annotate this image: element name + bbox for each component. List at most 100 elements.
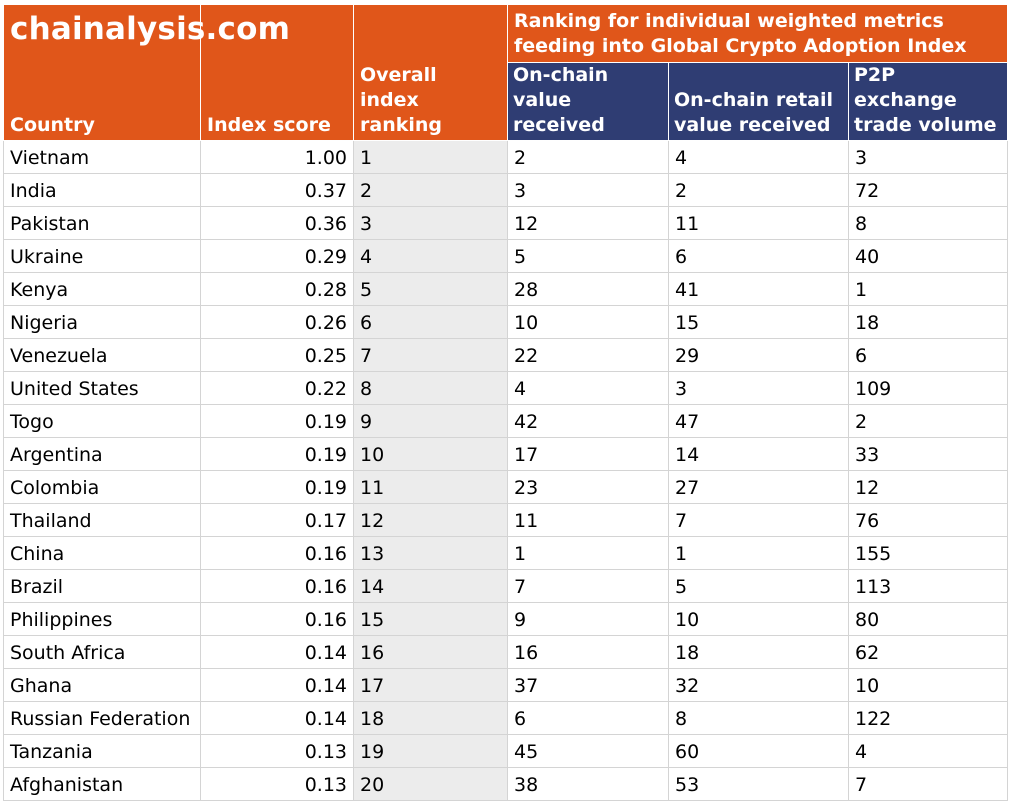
cell-index-score: 0.14 — [200, 635, 354, 669]
table-row: Philippines 0.16 15 9 10 80 — [3, 602, 1009, 636]
cell-onchain-value-rank: 6 — [507, 701, 669, 735]
cell-overall-ranking: 5 — [353, 272, 508, 306]
cell-overall-ranking: 8 — [353, 371, 508, 405]
cell-country: United States — [3, 371, 201, 405]
cell-onchain-retail-rank: 3 — [668, 371, 849, 405]
table-row: Ukraine 0.29 4 5 6 40 — [3, 239, 1009, 273]
table-row: Russian Federation 0.14 18 6 8 122 — [3, 701, 1009, 735]
cell-p2p-volume-rank: 4 — [847, 734, 1009, 768]
cell-onchain-retail-rank: 15 — [668, 305, 849, 339]
cell-overall-ranking: 7 — [353, 338, 508, 372]
cell-p2p-volume-rank: 3 — [847, 140, 1009, 174]
cell-p2p-volume-rank: 10 — [847, 668, 1009, 702]
cell-onchain-value-rank: 45 — [507, 734, 669, 768]
table-row: Vietnam 1.00 1 2 4 3 — [3, 140, 1009, 174]
cell-onchain-retail-rank: 47 — [668, 404, 849, 438]
cell-index-score: 0.19 — [200, 437, 354, 471]
cell-p2p-volume-rank: 33 — [847, 437, 1009, 471]
cell-onchain-retail-rank: 10 — [668, 602, 849, 636]
cell-country: Ukraine — [3, 239, 201, 273]
cell-country: Vietnam — [3, 140, 201, 174]
cell-onchain-value-rank: 22 — [507, 338, 669, 372]
cell-overall-ranking: 2 — [353, 173, 508, 207]
cell-onchain-value-rank: 3 — [507, 173, 669, 207]
cell-overall-ranking: 3 — [353, 206, 508, 240]
cell-onchain-value-rank: 12 — [507, 206, 669, 240]
cell-onchain-value-rank: 23 — [507, 470, 669, 504]
cell-p2p-volume-rank: 2 — [847, 404, 1009, 438]
cell-onchain-value-rank: 37 — [507, 668, 669, 702]
cell-onchain-retail-rank: 53 — [668, 767, 849, 801]
header-onchain-retail-value: On-chain retail value received — [668, 62, 849, 141]
cell-overall-ranking: 14 — [353, 569, 508, 603]
cell-index-score: 0.36 — [200, 206, 354, 240]
header-overall-ranking: Overall index ranking — [353, 4, 508, 141]
cell-index-score: 0.19 — [200, 470, 354, 504]
table-row: South Africa 0.14 16 16 18 62 — [3, 635, 1009, 669]
cell-country: Brazil — [3, 569, 201, 603]
cell-country: Thailand — [3, 503, 201, 537]
cell-onchain-retail-rank: 2 — [668, 173, 849, 207]
table-row: United States 0.22 8 4 3 109 — [3, 371, 1009, 405]
cell-index-score: 0.28 — [200, 272, 354, 306]
cell-index-score: 0.16 — [200, 536, 354, 570]
cell-overall-ranking: 9 — [353, 404, 508, 438]
cell-p2p-volume-rank: 40 — [847, 239, 1009, 273]
table-row: Brazil 0.16 14 7 5 113 — [3, 569, 1009, 603]
cell-overall-ranking: 1 — [353, 140, 508, 174]
cell-p2p-volume-rank: 62 — [847, 635, 1009, 669]
table-row: Pakistan 0.36 3 12 11 8 — [3, 206, 1009, 240]
cell-onchain-retail-rank: 32 — [668, 668, 849, 702]
cell-overall-ranking: 15 — [353, 602, 508, 636]
cell-p2p-volume-rank: 18 — [847, 305, 1009, 339]
cell-p2p-volume-rank: 7 — [847, 767, 1009, 801]
cell-index-score: 0.17 — [200, 503, 354, 537]
cell-overall-ranking: 10 — [353, 437, 508, 471]
cell-index-score: 0.29 — [200, 239, 354, 273]
cell-index-score: 0.22 — [200, 371, 354, 405]
cell-onchain-value-rank: 2 — [507, 140, 669, 174]
cell-country: Kenya — [3, 272, 201, 306]
cell-p2p-volume-rank: 6 — [847, 338, 1009, 372]
cell-country: China — [3, 536, 201, 570]
table-row: India 0.37 2 3 2 72 — [3, 173, 1009, 207]
table-body: Vietnam 1.00 1 2 4 3 India 0.37 2 3 2 72 Pakistan 0.3… — [3, 140, 1009, 801]
table-row: China 0.16 13 1 1 155 — [3, 536, 1009, 570]
cell-onchain-value-rank: 38 — [507, 767, 669, 801]
cell-onchain-value-rank: 9 — [507, 602, 669, 636]
cell-overall-ranking: 20 — [353, 767, 508, 801]
cell-onchain-retail-rank: 14 — [668, 437, 849, 471]
cell-onchain-value-rank: 11 — [507, 503, 669, 537]
cell-onchain-retail-rank: 60 — [668, 734, 849, 768]
cell-onchain-retail-rank: 41 — [668, 272, 849, 306]
cell-country: Afghanistan — [3, 767, 201, 801]
cell-index-score: 0.16 — [200, 569, 354, 603]
cell-overall-ranking: 16 — [353, 635, 508, 669]
cell-onchain-retail-rank: 5 — [668, 569, 849, 603]
cell-index-score: 0.13 — [200, 767, 354, 801]
cell-index-score: 0.19 — [200, 404, 354, 438]
cell-index-score: 0.16 — [200, 602, 354, 636]
cell-onchain-retail-rank: 7 — [668, 503, 849, 537]
cell-index-score: 0.13 — [200, 734, 354, 768]
cell-onchain-value-rank: 10 — [507, 305, 669, 339]
cell-onchain-retail-rank: 1 — [668, 536, 849, 570]
cell-index-score: 0.25 — [200, 338, 354, 372]
cell-overall-ranking: 13 — [353, 536, 508, 570]
cell-onchain-retail-rank: 8 — [668, 701, 849, 735]
cell-onchain-value-rank: 1 — [507, 536, 669, 570]
table-row: Ghana 0.14 17 37 32 10 — [3, 668, 1009, 702]
cell-onchain-value-rank: 5 — [507, 239, 669, 273]
cell-index-score: 1.00 — [200, 140, 354, 174]
cell-p2p-volume-rank: 76 — [847, 503, 1009, 537]
table-row: Afghanistan 0.13 20 38 53 7 — [3, 767, 1009, 801]
cell-index-score: 0.26 — [200, 305, 354, 339]
cell-p2p-volume-rank: 1 — [847, 272, 1009, 306]
cell-index-score: 0.14 — [200, 701, 354, 735]
table-row: Colombia 0.19 11 23 27 12 — [3, 470, 1009, 504]
cell-onchain-retail-rank: 29 — [668, 338, 849, 372]
cell-country: Argentina — [3, 437, 201, 471]
cell-index-score: 0.14 — [200, 668, 354, 702]
cell-overall-ranking: 19 — [353, 734, 508, 768]
cell-p2p-volume-rank: 72 — [847, 173, 1009, 207]
